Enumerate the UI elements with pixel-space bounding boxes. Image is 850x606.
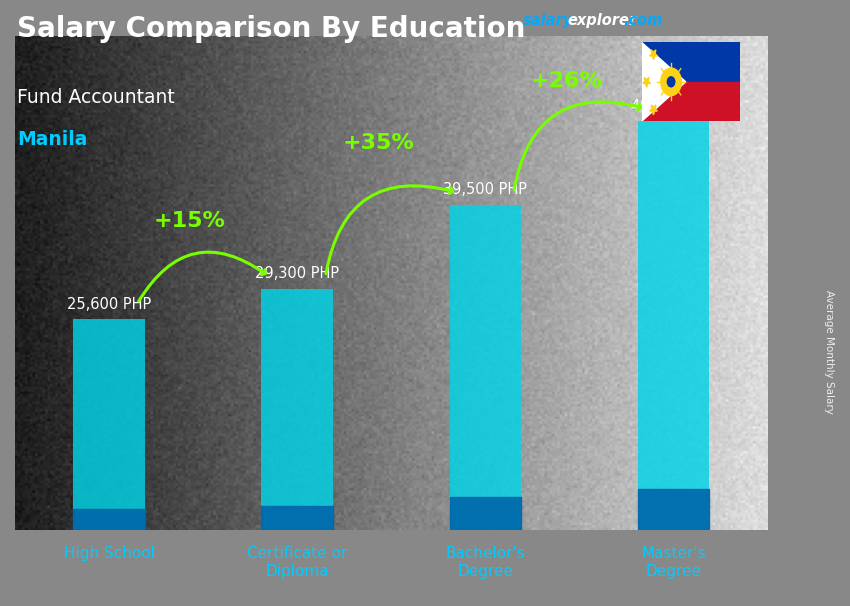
- Bar: [638, 489, 709, 530]
- Polygon shape: [642, 42, 686, 121]
- Circle shape: [660, 68, 682, 96]
- Text: +35%: +35%: [343, 133, 414, 153]
- Text: 29,300 PHP: 29,300 PHP: [255, 267, 339, 281]
- Text: 39,500 PHP: 39,500 PHP: [444, 182, 527, 198]
- Text: explorer: explorer: [568, 13, 637, 28]
- Bar: [450, 498, 521, 530]
- Text: 49,700 PHP: 49,700 PHP: [632, 99, 716, 113]
- Polygon shape: [643, 78, 650, 87]
- Bar: [262, 506, 333, 530]
- Text: salary: salary: [523, 13, 573, 28]
- Circle shape: [666, 75, 677, 89]
- Bar: [638, 121, 709, 530]
- Polygon shape: [642, 42, 740, 82]
- Text: Fund Accountant: Fund Accountant: [17, 88, 175, 107]
- Circle shape: [667, 77, 675, 87]
- Text: 25,600 PHP: 25,600 PHP: [67, 297, 151, 312]
- Polygon shape: [649, 50, 657, 60]
- Text: +26%: +26%: [530, 72, 603, 92]
- Text: Average Monthly Salary: Average Monthly Salary: [824, 290, 834, 413]
- Bar: [73, 319, 144, 530]
- Bar: [73, 509, 144, 530]
- Text: Manila: Manila: [17, 130, 88, 149]
- Polygon shape: [649, 105, 657, 115]
- Text: .com: .com: [623, 13, 662, 28]
- Bar: [262, 289, 333, 530]
- Text: +15%: +15%: [154, 211, 226, 231]
- Polygon shape: [642, 82, 740, 121]
- Text: Salary Comparison By Education: Salary Comparison By Education: [17, 15, 525, 43]
- Bar: [450, 205, 521, 530]
